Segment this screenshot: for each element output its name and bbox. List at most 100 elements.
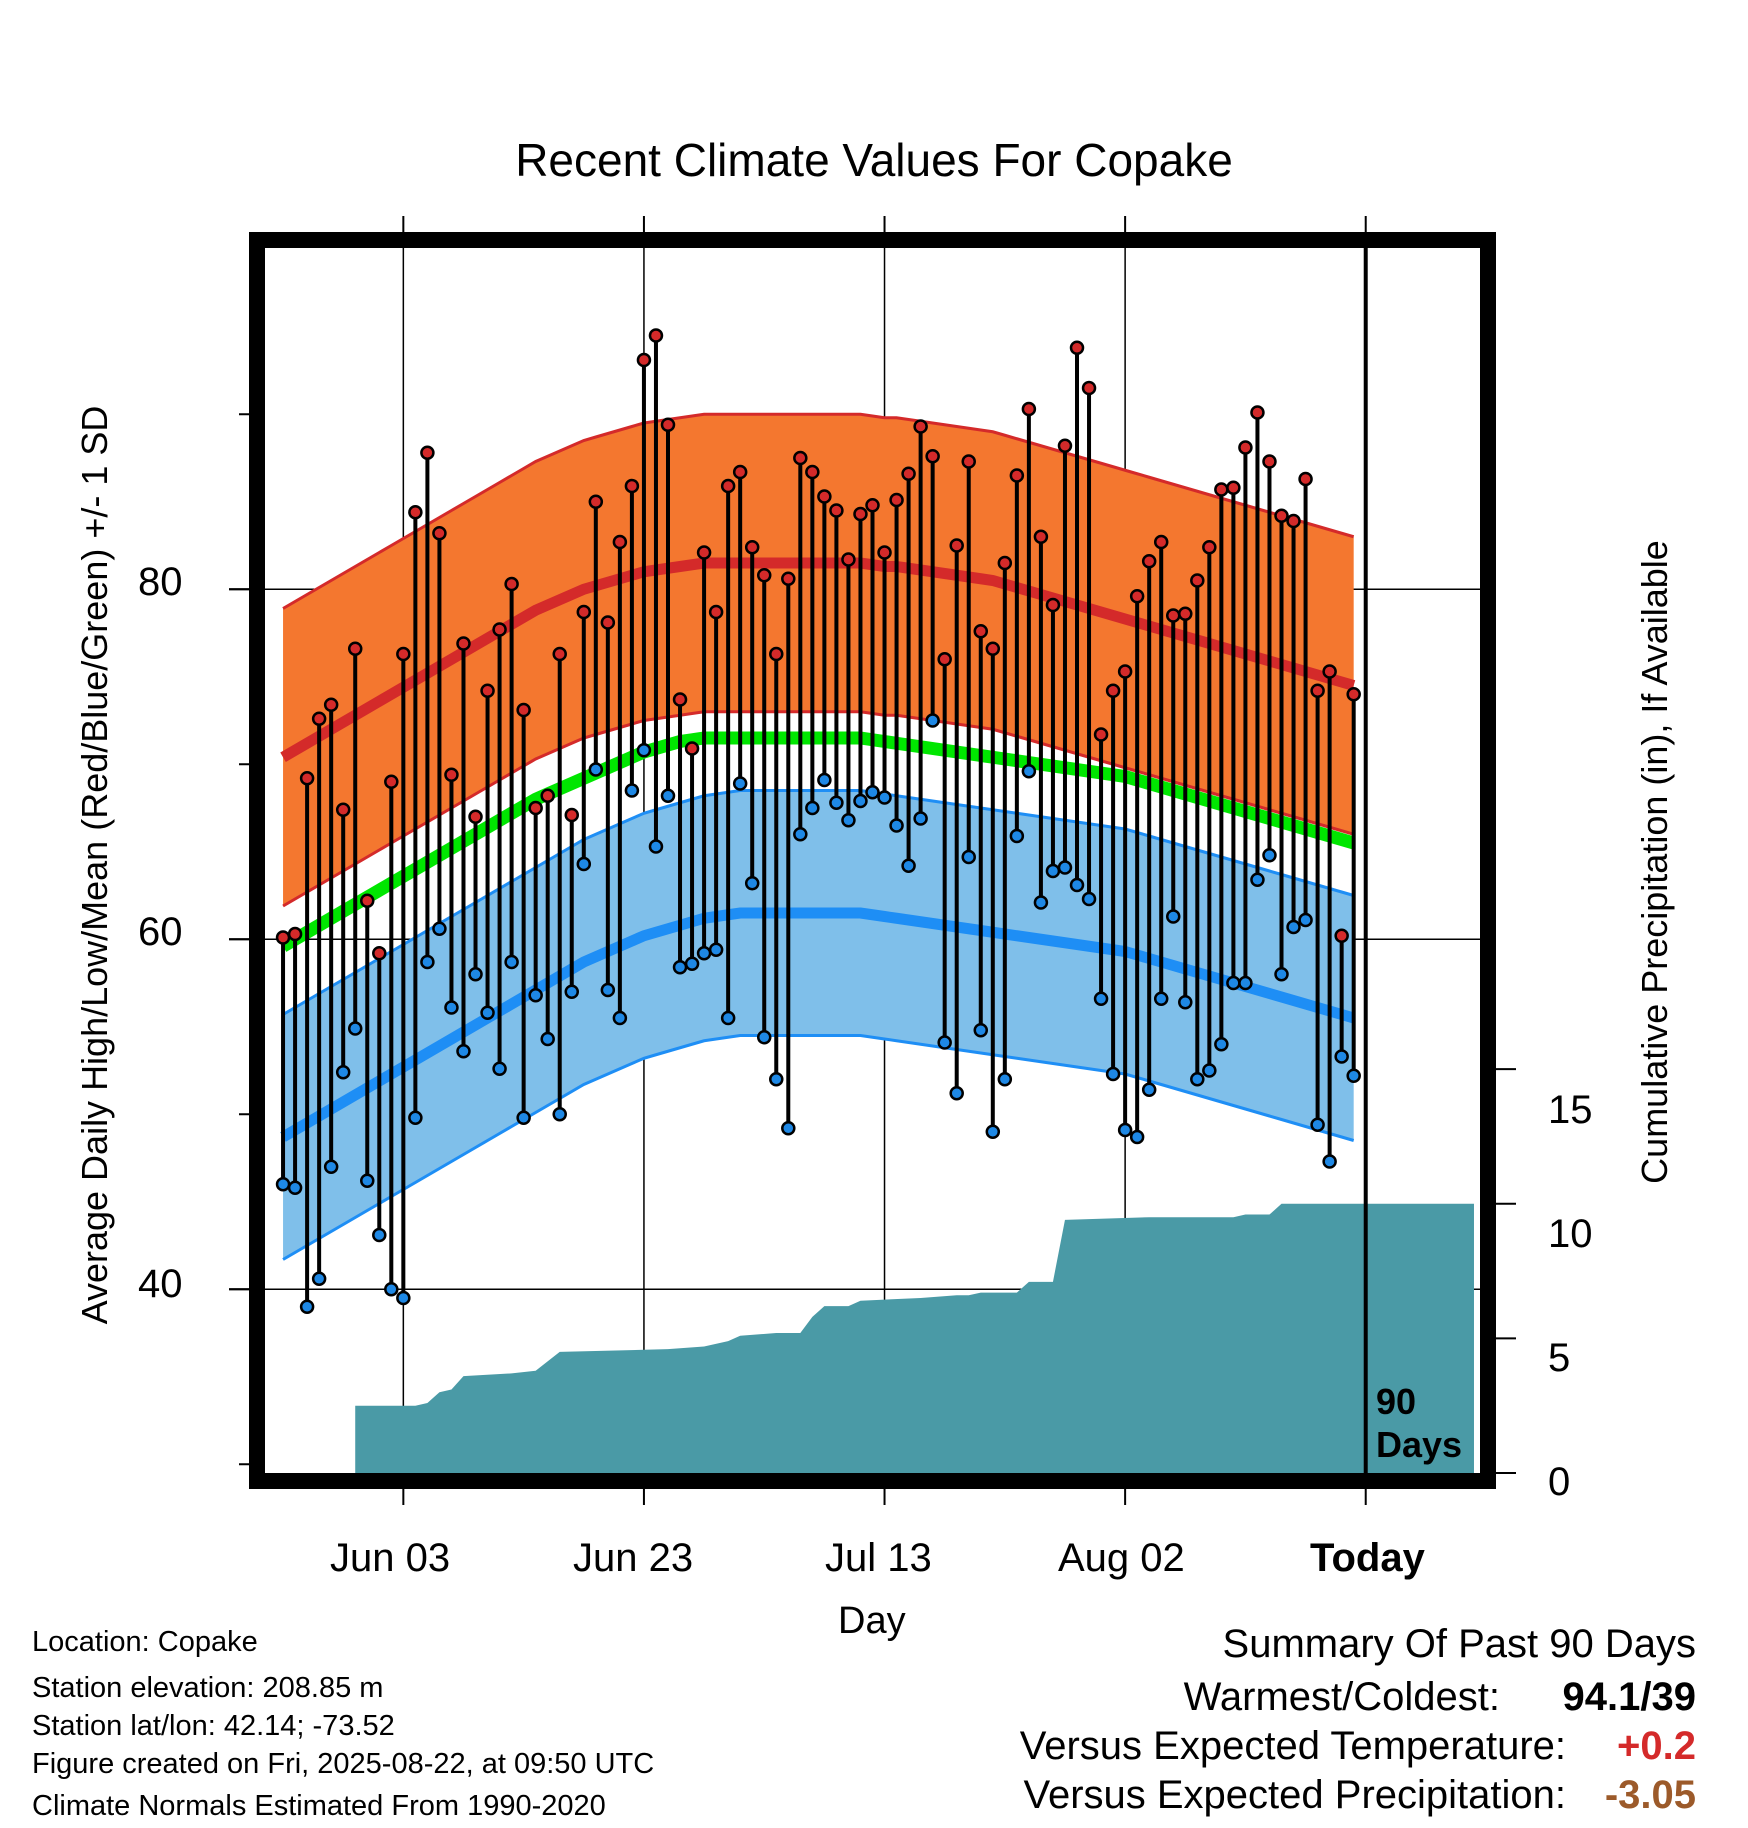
daily-low-point xyxy=(299,1299,315,1314)
daily-low-point xyxy=(1045,863,1061,879)
daily-low-point xyxy=(360,1173,375,1188)
daily-low-point xyxy=(588,762,604,777)
daily-low-point xyxy=(335,1065,351,1080)
daily-high-point xyxy=(684,741,700,756)
info-created: Figure created on Fri, 2025-08-22, at 09… xyxy=(32,1748,655,1780)
summary-temp-label: Versus Expected Temperature: xyxy=(1019,1724,1566,1768)
daily-high-point xyxy=(1129,589,1145,604)
x-tick-label-jun23: Jun 23 xyxy=(573,1536,694,1580)
daily-high-point xyxy=(756,568,772,583)
info-normals: Climate Normals Estimated From 1990-2020 xyxy=(32,1790,606,1822)
daily-low-point xyxy=(564,984,580,999)
daily-high-point xyxy=(732,464,748,480)
daily-high-point xyxy=(660,417,676,432)
y-axis-label-left: Average Daily High/Low/Mean (Red/Blue/Gr… xyxy=(74,405,115,1325)
daily-low-point xyxy=(648,839,664,854)
daily-low-point xyxy=(275,1177,291,1192)
tick-marks-group xyxy=(229,216,1516,1505)
daily-high-point xyxy=(1310,683,1325,698)
daily-high-point xyxy=(588,494,604,509)
daily-high-point xyxy=(937,652,952,667)
daily-low-point xyxy=(323,1159,339,1174)
daily-high-point xyxy=(1045,597,1061,613)
summary-warmest-coldest-label: Warmest/Coldest: xyxy=(1183,1675,1500,1719)
daily-low-point xyxy=(1334,1049,1349,1064)
precip-area-group xyxy=(283,1203,1474,1473)
daily-low-point xyxy=(1322,1154,1337,1169)
daily-low-point xyxy=(1129,1129,1145,1145)
daily-high-point xyxy=(576,604,592,620)
daily-high-point xyxy=(480,683,495,698)
info-location: Location: Copake xyxy=(32,1626,258,1658)
daily-high-point xyxy=(961,454,976,469)
y-tick-label-60: 60 xyxy=(138,910,183,954)
daily-high-point xyxy=(877,545,892,560)
normal-bands-group xyxy=(279,412,1356,1261)
daily-low-point xyxy=(829,795,844,810)
daily-low-point xyxy=(732,776,748,791)
daily-low-point xyxy=(1081,891,1097,907)
daily-high-point xyxy=(853,506,868,522)
daily-low-point xyxy=(528,988,543,1003)
daily-high-point xyxy=(275,930,291,945)
daily-high-point xyxy=(913,419,928,434)
daily-high-point xyxy=(540,788,555,803)
daily-low-point xyxy=(744,876,760,891)
daily-low-point xyxy=(1178,995,1193,1010)
daily-low-point xyxy=(1274,967,1289,982)
daily-low-point xyxy=(877,790,892,805)
summary-precip-label: Versus Expected Precipitation: xyxy=(1023,1773,1566,1817)
daily-high-point xyxy=(1274,508,1289,523)
high-normal-line xyxy=(280,557,1356,763)
daily-high-point xyxy=(949,538,964,553)
daily-high-point xyxy=(648,328,664,343)
daily-high-point xyxy=(672,692,688,707)
low-band-lower-edge xyxy=(282,1034,1355,1261)
daily-low-point xyxy=(660,788,676,803)
daily-low-point xyxy=(865,785,880,800)
plot-frame-group xyxy=(249,232,1496,1489)
daily-high-point xyxy=(347,641,363,656)
daily-high-point xyxy=(335,802,351,817)
daily-high-point xyxy=(504,576,519,592)
daily-high-point xyxy=(889,492,904,508)
x-tick-label-today: Today xyxy=(1310,1536,1425,1580)
daily-high-point xyxy=(468,809,483,824)
daily-low-point xyxy=(1238,975,1253,991)
daily-low-point xyxy=(396,1290,411,1306)
daily-high-point xyxy=(552,646,567,662)
x-tick-label-aug02: Aug 02 xyxy=(1058,1536,1185,1580)
daily-low-point xyxy=(1310,1117,1325,1132)
daily-high-point xyxy=(1346,687,1361,702)
daily-high-point xyxy=(1009,468,1025,483)
daily-low-point xyxy=(1346,1068,1361,1083)
daily-high-point xyxy=(624,478,640,494)
daily-high-point xyxy=(432,526,447,541)
daily-high-point xyxy=(1178,606,1193,621)
daily-high-point xyxy=(1190,573,1205,588)
daily-high-point xyxy=(781,571,796,586)
daily-low-point xyxy=(696,946,712,961)
daily-low-point xyxy=(516,1110,531,1125)
daily-high-point xyxy=(1105,683,1121,698)
daily-low-point xyxy=(1021,764,1037,779)
y-tick-label-80: 80 xyxy=(138,560,183,604)
summary-warmest-coldest-value: 94.1/39 xyxy=(1562,1675,1696,1719)
daily-low-point xyxy=(636,743,652,758)
daily-low-point xyxy=(624,783,640,798)
daily-low-point xyxy=(949,1086,964,1101)
daily-low-point xyxy=(492,1061,507,1076)
daily-low-point xyxy=(1153,991,1169,1006)
daily-low-point xyxy=(1009,828,1025,844)
daily-high-point xyxy=(456,636,471,651)
daily-high-point xyxy=(1165,608,1181,623)
daily-low-point xyxy=(1262,848,1277,863)
high-band-lower-edge xyxy=(282,710,1355,908)
y2-tick-label-5: 5 xyxy=(1548,1336,1571,1380)
daily-high-point xyxy=(805,464,820,480)
today-marker-label: 90 Days xyxy=(1376,1381,1463,1466)
daily-high-point xyxy=(408,505,423,520)
daily-low-point xyxy=(684,956,700,971)
daily-low-point xyxy=(540,1031,555,1047)
